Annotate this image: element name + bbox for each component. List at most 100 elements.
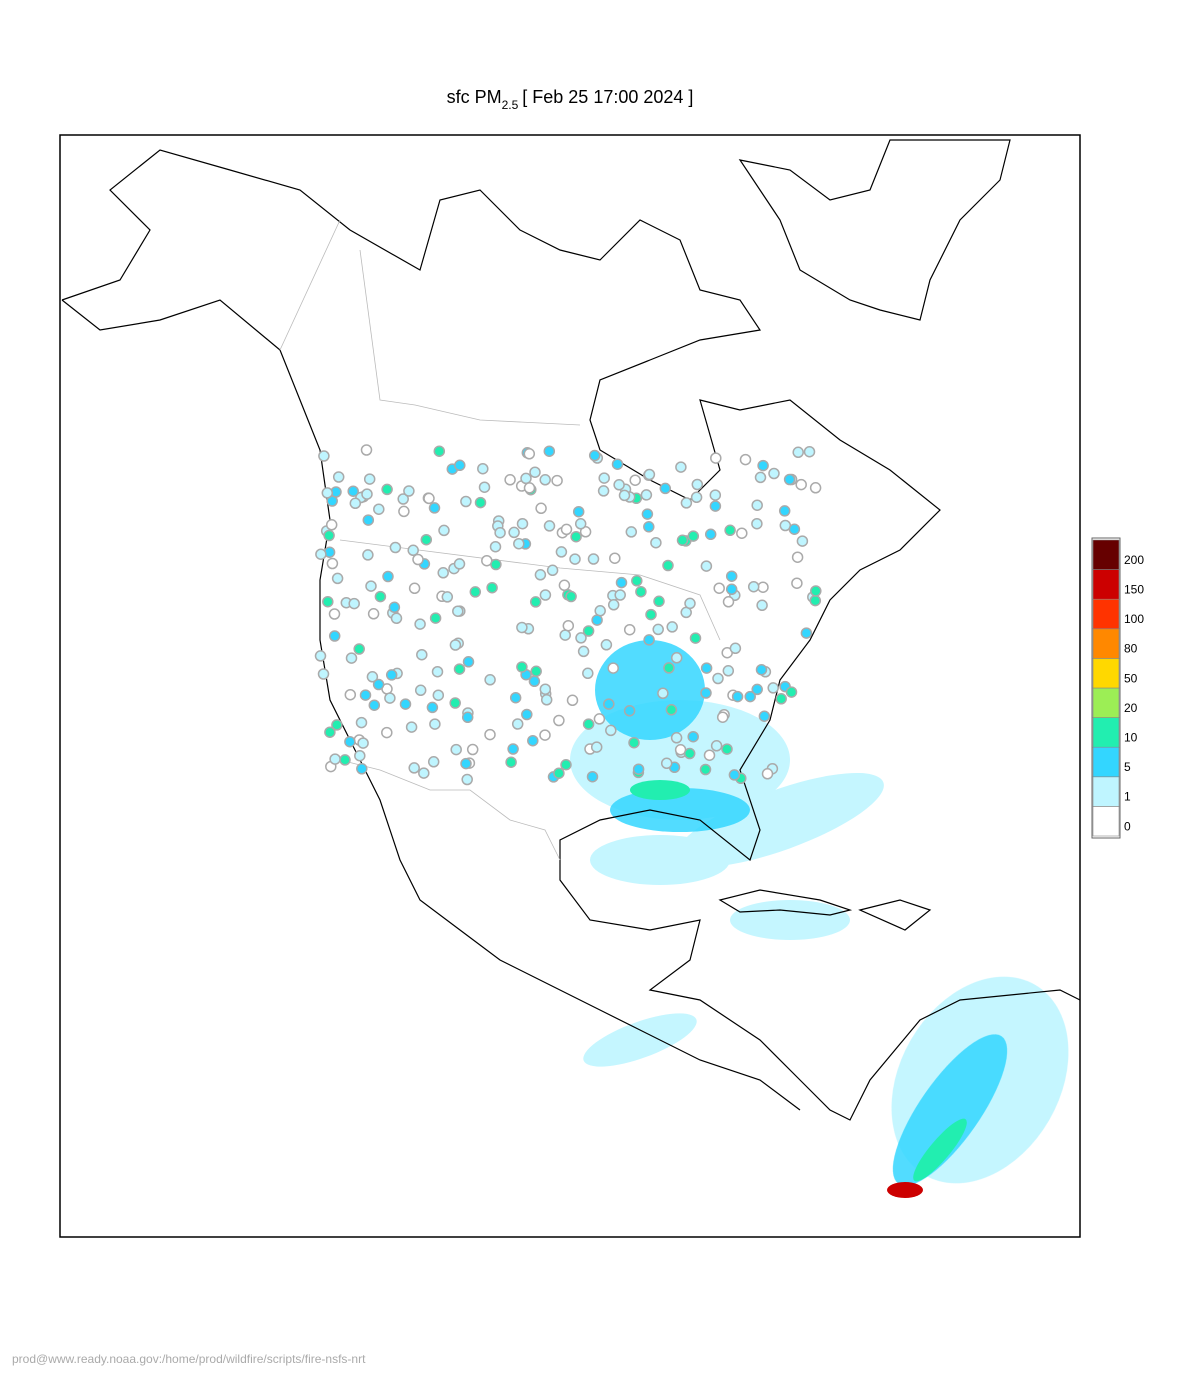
station-dot <box>486 581 498 594</box>
station-dot <box>558 579 571 592</box>
station-dot <box>539 729 551 741</box>
station-dot <box>757 581 769 593</box>
station-dot <box>687 530 700 542</box>
station-dot <box>489 540 502 553</box>
station-dot <box>660 757 673 770</box>
station-dot <box>460 495 472 508</box>
colorbar-label: 20 <box>1124 701 1138 715</box>
station-dot <box>569 553 581 565</box>
station-dot <box>690 491 703 504</box>
station-dot <box>650 536 662 549</box>
station-dot <box>756 599 768 612</box>
station-dot <box>530 665 542 678</box>
station-dot <box>529 596 542 608</box>
station-dot <box>354 749 366 762</box>
station-dot <box>666 621 678 633</box>
station-dot <box>632 763 645 775</box>
station-dot <box>635 585 647 598</box>
station-dot <box>751 683 763 696</box>
station-dot <box>722 596 735 608</box>
station-dot <box>539 589 552 601</box>
station-dot <box>399 698 412 710</box>
station-dot <box>322 595 334 608</box>
station-dot <box>659 482 672 495</box>
colorbar-label: 100 <box>1124 612 1144 626</box>
station-dot <box>724 524 736 537</box>
station-dot <box>591 614 603 626</box>
station-dot <box>469 586 482 598</box>
station-dot <box>372 678 385 691</box>
station-dot <box>323 529 335 542</box>
station-dot <box>325 519 338 531</box>
station-dot <box>611 458 624 470</box>
colorbar-frame <box>1091 537 1121 839</box>
station-dot <box>494 526 506 539</box>
station-dot <box>382 570 394 583</box>
station-dot <box>367 608 380 620</box>
station-dot <box>317 668 330 680</box>
station-dot <box>356 763 368 775</box>
station-dot <box>747 580 760 593</box>
station-dot <box>645 608 657 621</box>
station-dot <box>365 580 377 592</box>
station-dot <box>670 652 683 664</box>
station-dot <box>490 558 502 571</box>
station-dot <box>555 546 568 558</box>
station-dot <box>466 743 479 756</box>
station-dot <box>345 652 358 664</box>
station-dot <box>586 770 599 783</box>
station-dot <box>614 589 626 601</box>
station-dot <box>535 502 547 515</box>
station-dot <box>484 728 496 741</box>
station-dot <box>736 527 748 539</box>
station-dot <box>513 537 525 550</box>
footer: prod@www.ready.noaa.gov:/home/prod/wildf… <box>12 1352 366 1366</box>
station-dot <box>461 773 473 786</box>
station-dot <box>739 453 752 466</box>
station-dot <box>683 747 696 760</box>
station-dot <box>324 726 336 738</box>
station-dot <box>751 517 763 530</box>
station-dot <box>429 612 442 624</box>
station-dot <box>381 483 393 496</box>
station-dot <box>504 474 516 486</box>
station-dot <box>657 687 669 700</box>
station-dot <box>349 497 362 510</box>
station-dot <box>590 741 603 753</box>
smoke-core <box>595 640 1008 1186</box>
station-dot <box>390 612 403 625</box>
station-dot <box>397 493 409 505</box>
station-dot <box>423 492 435 505</box>
station-dot <box>433 445 446 457</box>
station-dot <box>594 605 606 617</box>
station-dot <box>403 485 415 497</box>
station-dot <box>420 533 433 546</box>
station-dot <box>484 674 496 686</box>
station-dot <box>551 474 563 487</box>
station-dot <box>450 743 462 756</box>
station-dot <box>725 570 738 582</box>
station-dot <box>427 756 440 768</box>
station-dot <box>431 665 444 678</box>
station-dot <box>605 724 617 737</box>
station-dot <box>670 732 683 744</box>
station-dot <box>761 768 774 780</box>
colorbar-label: 5 <box>1124 760 1131 774</box>
colorbar: 0 1 5 10 20 50 80 100 150 200 <box>1091 537 1144 839</box>
station-dot <box>432 689 445 701</box>
station-dot <box>731 690 744 703</box>
station-dot <box>449 639 462 651</box>
station-dot <box>362 549 374 561</box>
monitor-stations <box>314 444 822 786</box>
station-dot <box>412 553 424 566</box>
station-dot <box>454 459 466 472</box>
station-dot <box>575 632 587 644</box>
station-dot <box>460 757 472 770</box>
station-dot <box>687 730 699 743</box>
station-dot <box>528 675 541 688</box>
station-dot <box>700 662 713 674</box>
station-dot <box>539 474 551 486</box>
station-dot <box>566 694 579 707</box>
station-dot <box>665 704 678 716</box>
